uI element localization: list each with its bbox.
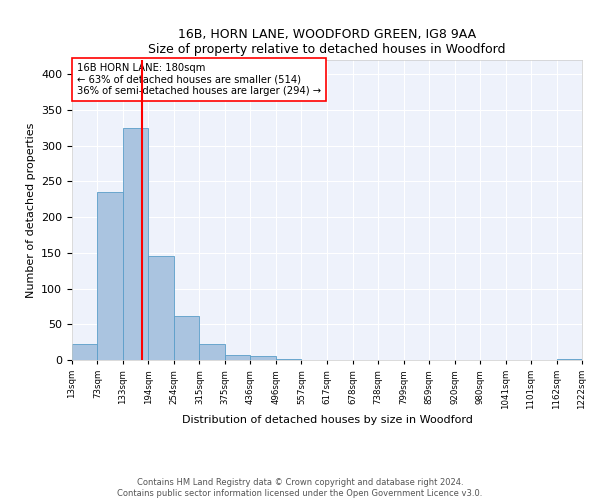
Bar [250, 356, 276, 360]
Bar [225, 355, 250, 360]
X-axis label: Distribution of detached houses by size in Woodford: Distribution of detached houses by size … [182, 415, 472, 425]
Text: 16B HORN LANE: 180sqm
← 63% of detached houses are smaller (514)
36% of semi-det: 16B HORN LANE: 180sqm ← 63% of detached … [77, 63, 321, 96]
Bar [97, 192, 122, 360]
Bar [72, 344, 97, 360]
Title: 16B, HORN LANE, WOODFORD GREEN, IG8 9AA
Size of property relative to detached ho: 16B, HORN LANE, WOODFORD GREEN, IG8 9AA … [148, 28, 506, 56]
Bar [199, 344, 225, 360]
Text: Contains HM Land Registry data © Crown copyright and database right 2024.
Contai: Contains HM Land Registry data © Crown c… [118, 478, 482, 498]
Y-axis label: Number of detached properties: Number of detached properties [26, 122, 35, 298]
Bar [122, 128, 148, 360]
Bar [148, 256, 173, 360]
Bar [173, 316, 199, 360]
